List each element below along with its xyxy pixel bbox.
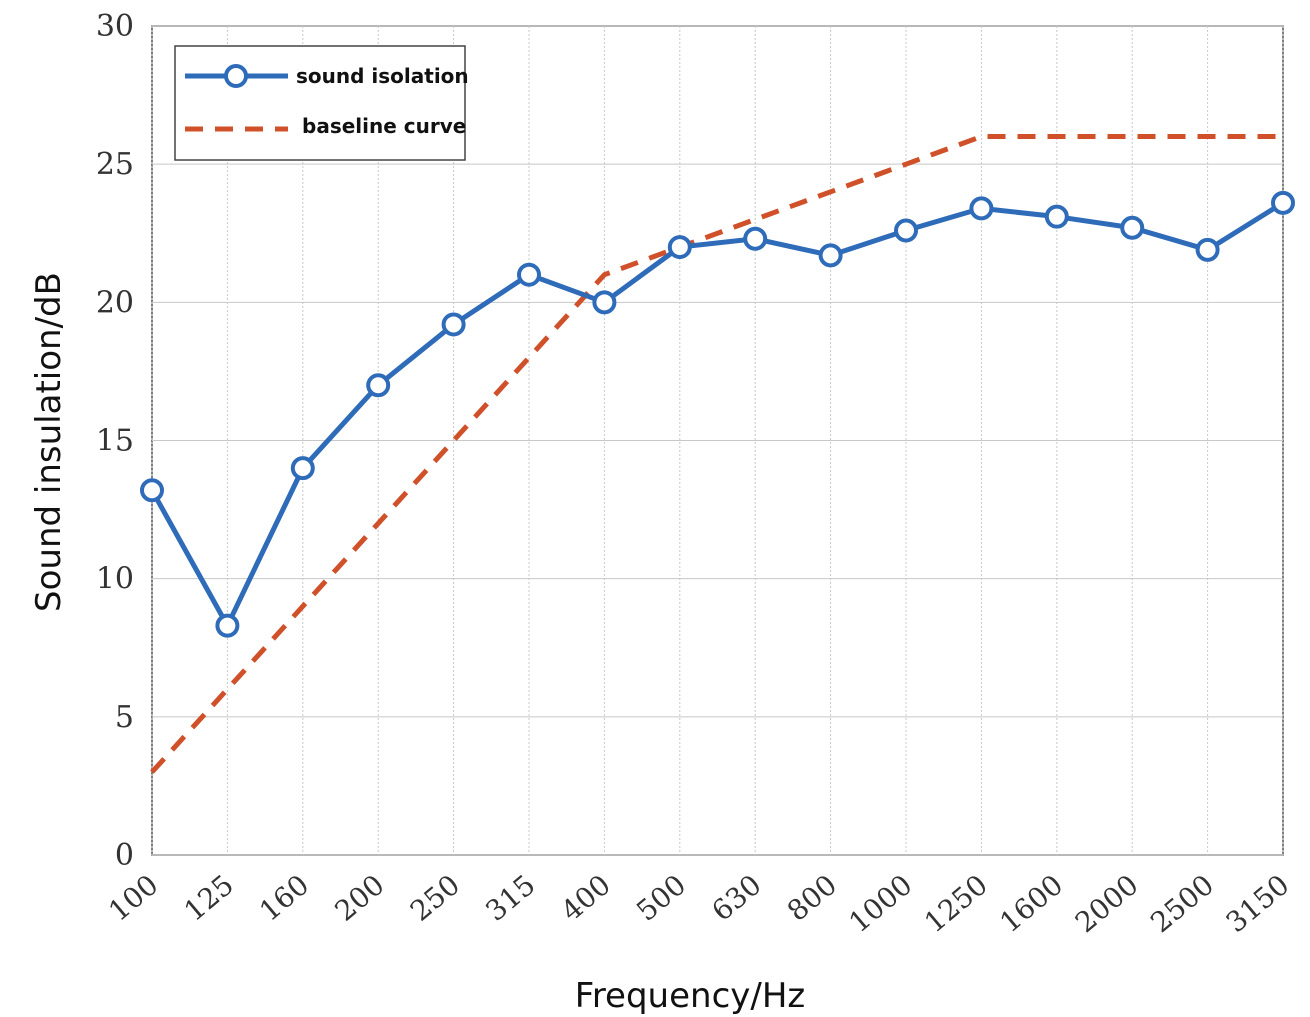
data-point bbox=[366, 373, 391, 398]
y-axis-title: Sound insulation/dB bbox=[29, 272, 69, 612]
x-tick-label: 400 bbox=[555, 868, 617, 928]
x-tick-label: 2500 bbox=[1144, 868, 1220, 939]
x-tick-label: 1250 bbox=[918, 868, 994, 939]
series-line-sound-isolation bbox=[149, 200, 1285, 629]
series-line-baseline-curve bbox=[150, 134, 1283, 774]
legend-label-baseline-curve: baseline curve bbox=[302, 114, 466, 138]
x-tick-label: 1600 bbox=[993, 868, 1069, 939]
x-tick-label: 2000 bbox=[1069, 868, 1145, 939]
data-point bbox=[1044, 204, 1069, 229]
y-tick-label: 15 bbox=[96, 424, 134, 459]
data-point bbox=[743, 226, 768, 251]
legend-marker-sound-isolation bbox=[224, 64, 248, 88]
x-tick-label: 200 bbox=[329, 868, 391, 928]
y-tick-labels: 0 5 10 15 20 25 30 bbox=[96, 9, 134, 873]
legend: sound isolation baseline curve bbox=[174, 45, 469, 161]
x-axis-title: Frequency/Hz bbox=[575, 976, 806, 1016]
data-point bbox=[517, 262, 541, 287]
y-tick-label: 10 bbox=[96, 562, 134, 597]
data-point bbox=[667, 235, 692, 260]
y-tick-label: 30 bbox=[96, 9, 134, 44]
data-point bbox=[818, 243, 843, 268]
y-tick-label: 25 bbox=[96, 147, 134, 182]
y-tick-label: 0 bbox=[115, 838, 134, 873]
x-tick-label: 125 bbox=[178, 868, 240, 928]
data-point bbox=[1120, 215, 1145, 240]
y-tick-label: 5 bbox=[115, 700, 134, 735]
grid bbox=[151, 25, 1284, 856]
x-tick-label: 500 bbox=[630, 868, 692, 928]
data-point bbox=[969, 196, 994, 221]
series-layer bbox=[140, 134, 1295, 774]
legend-label-sound-isolation: sound isolation bbox=[296, 64, 469, 88]
x-tick-label: 100 bbox=[102, 868, 164, 928]
data-point bbox=[215, 613, 240, 638]
data-point bbox=[592, 290, 617, 315]
data-point bbox=[1271, 190, 1295, 215]
data-point bbox=[894, 218, 918, 243]
data-point bbox=[140, 478, 164, 503]
y-tick-label: 20 bbox=[96, 285, 134, 320]
x-tick-label: 315 bbox=[479, 868, 541, 928]
x-tick-label: 1000 bbox=[843, 868, 919, 939]
x-tick-label: 630 bbox=[706, 868, 768, 928]
x-tick-labels: 100 125 160 200 250 315 400 500 630 800 1000 1250 16… bbox=[102, 868, 1295, 939]
x-tick-label: 160 bbox=[253, 868, 315, 928]
x-tick-label: 250 bbox=[404, 868, 466, 928]
legend-box bbox=[174, 45, 466, 161]
data-point bbox=[441, 312, 466, 337]
x-tick-label: 3150 bbox=[1220, 868, 1296, 939]
data-point bbox=[1195, 237, 1220, 262]
data-point bbox=[290, 456, 315, 481]
x-tick-label: 800 bbox=[781, 868, 843, 928]
